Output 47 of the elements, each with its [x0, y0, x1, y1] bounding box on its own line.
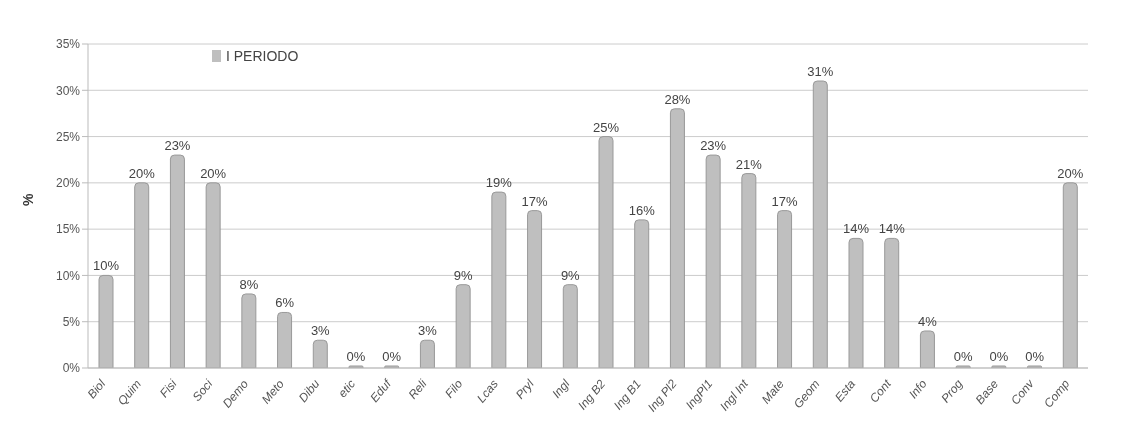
- data-label: 4%: [918, 313, 938, 329]
- data-label: 0%: [953, 349, 973, 364]
- legend-label: I PERIODO: [208, 48, 303, 64]
- data-label: 6%: [275, 295, 295, 311]
- x-tick-label: Ing Pl2: [644, 376, 680, 415]
- x-tick-label: Ing B2: [575, 376, 609, 413]
- x-tick-label: Ingl: [549, 376, 573, 401]
- data-label: 0%: [346, 349, 366, 364]
- data-label: 28%: [664, 91, 691, 107]
- x-tick-label: Filo: [442, 376, 466, 401]
- y-tick-label: 25%: [55, 129, 81, 144]
- data-label: 19%: [485, 175, 513, 191]
- data-label: 31%: [807, 64, 834, 80]
- x-tick-label: Fisi: [156, 376, 180, 401]
- y-tick-label: 10%: [55, 268, 81, 283]
- y-axis-title: %: [19, 193, 36, 206]
- data-label: 25%: [592, 119, 620, 135]
- x-tick-label: Ing B1: [610, 376, 644, 413]
- data-label: 10%: [92, 258, 120, 274]
- data-label: 9%: [560, 267, 581, 283]
- data-label: 20%: [1057, 165, 1084, 181]
- data-label: 20%: [200, 165, 227, 181]
- data-label: 3%: [418, 323, 438, 339]
- x-tick-label: Info: [905, 376, 930, 402]
- y-tick-label: 35%: [55, 37, 81, 52]
- data-label: 14%: [842, 221, 870, 237]
- x-tick-label: Ingl Int: [717, 376, 752, 414]
- y-tick-label: 30%: [55, 83, 81, 98]
- y-tick-label: 5%: [62, 314, 81, 329]
- data-label: 8%: [239, 276, 259, 292]
- data-label: 20%: [128, 165, 156, 181]
- data-label: 21%: [735, 156, 763, 172]
- data-label: 23%: [164, 138, 191, 154]
- y-tick-label: 0%: [62, 361, 81, 376]
- data-label: 0%: [382, 349, 402, 364]
- data-label: 17%: [521, 193, 549, 209]
- data-label: 16%: [628, 202, 656, 218]
- data-label: 14%: [878, 221, 906, 237]
- data-label: 0%: [989, 349, 1009, 364]
- y-tick-label: 15%: [55, 222, 81, 237]
- data-label: 17%: [771, 193, 799, 209]
- data-label: 0%: [1025, 349, 1045, 364]
- data-label: 3%: [310, 323, 331, 339]
- y-tick-label: 20%: [55, 176, 81, 191]
- x-tick-label: etic: [335, 376, 359, 401]
- data-label: 23%: [700, 138, 727, 154]
- data-label: 9%: [453, 267, 473, 283]
